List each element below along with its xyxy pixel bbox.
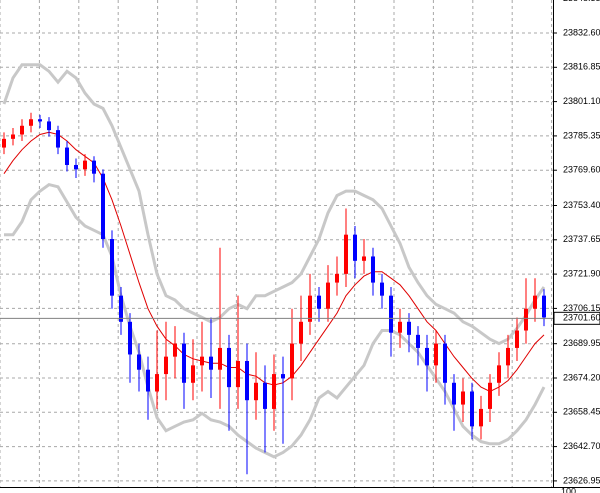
- candle-body: [155, 374, 159, 392]
- candle-body: [74, 164, 78, 170]
- y-tick-label: 23785.35: [563, 130, 600, 140]
- candle-body: [29, 119, 33, 126]
- candle-body: [20, 125, 24, 135]
- candle-body: [254, 382, 258, 401]
- candle-body: [110, 239, 114, 296]
- candle-body: [92, 160, 96, 174]
- candle-body: [65, 147, 69, 165]
- y-tick-label: 23658.45: [563, 407, 600, 417]
- y-tick-label: 23674.20: [563, 372, 600, 382]
- candle-body: [425, 347, 429, 366]
- candle-body: [488, 382, 492, 409]
- candle-body: [335, 273, 339, 283]
- candle-body: [326, 282, 330, 309]
- y-tick-label: 23816.85: [563, 62, 600, 72]
- candle-body: [263, 382, 267, 409]
- grid: [0, 0, 553, 487]
- candle-body: [389, 295, 393, 333]
- candle-body: [200, 356, 204, 366]
- candle-body: [137, 354, 141, 370]
- candle-body: [2, 138, 6, 148]
- candle-body: [173, 343, 177, 357]
- candle-body: [83, 160, 87, 170]
- candle-body: [146, 369, 150, 392]
- current-price-box: [553, 311, 600, 325]
- indicator-line: [2, 63, 546, 346]
- candle-body: [47, 121, 51, 131]
- candle-body: [416, 334, 420, 348]
- y-tick-label: 23689.95: [563, 338, 600, 348]
- y-tick-label: 23848.35: [563, 0, 600, 3]
- candle-body: [317, 295, 321, 309]
- candle-body: [56, 130, 60, 148]
- candle-body: [299, 321, 303, 344]
- candle-body: [461, 391, 465, 405]
- candle-body: [533, 295, 537, 309]
- candle-body: [272, 374, 276, 409]
- candle-body: [308, 295, 312, 322]
- candle-body: [290, 343, 294, 379]
- candle-body: [434, 343, 438, 366]
- candle-body: [524, 308, 528, 331]
- candle-body: [164, 356, 168, 375]
- plot: [0, 63, 553, 475]
- candle-body: [245, 361, 249, 401]
- candle-body: [191, 365, 195, 383]
- candle-body: [407, 321, 411, 335]
- y-tick-label: 23721.90: [563, 268, 600, 278]
- candle-body: [506, 347, 510, 366]
- candle-body: [11, 134, 15, 139]
- y-tick-label: 23642.70: [563, 441, 600, 451]
- candle-body: [344, 234, 348, 274]
- y-tick-label: 23832.60: [563, 27, 600, 37]
- corner-label: 100: [561, 486, 576, 493]
- candle-body: [362, 256, 366, 261]
- candle-body: [128, 321, 132, 355]
- candle-body: [209, 356, 213, 370]
- y-tick-label: 23753.40: [563, 200, 600, 210]
- candle-body: [371, 256, 375, 283]
- candle-body: [182, 343, 186, 383]
- candle-body: [479, 408, 483, 427]
- candle-body: [281, 374, 285, 379]
- y-tick-label: 23769.60: [563, 165, 600, 175]
- candle-body: [218, 347, 222, 370]
- candle-body: [497, 365, 501, 383]
- candle-body: [443, 343, 447, 383]
- current-price-label: 23701.60: [563, 313, 600, 323]
- y-tick-label: 23737.65: [563, 234, 600, 244]
- candle-body: [542, 295, 546, 318]
- candle-body: [227, 347, 231, 388]
- candle-body: [470, 391, 474, 427]
- candle-body: [515, 330, 519, 348]
- candle-body: [452, 382, 456, 405]
- y-tick-label: 23801.10: [563, 96, 600, 106]
- y-axis: 23848.35 23832.60 23816.85 23801.10 23785.35…: [553, 0, 600, 485]
- y-tick-label: 23626.95: [563, 475, 600, 485]
- candle-body: [398, 321, 402, 333]
- y-tick-label: 23706.15: [563, 303, 600, 313]
- candle-body: [380, 282, 384, 296]
- candle-body: [353, 234, 357, 261]
- candle-body: [38, 119, 42, 122]
- candle-body: [101, 173, 105, 240]
- candle-body: [119, 295, 123, 322]
- candle-body: [236, 361, 240, 388]
